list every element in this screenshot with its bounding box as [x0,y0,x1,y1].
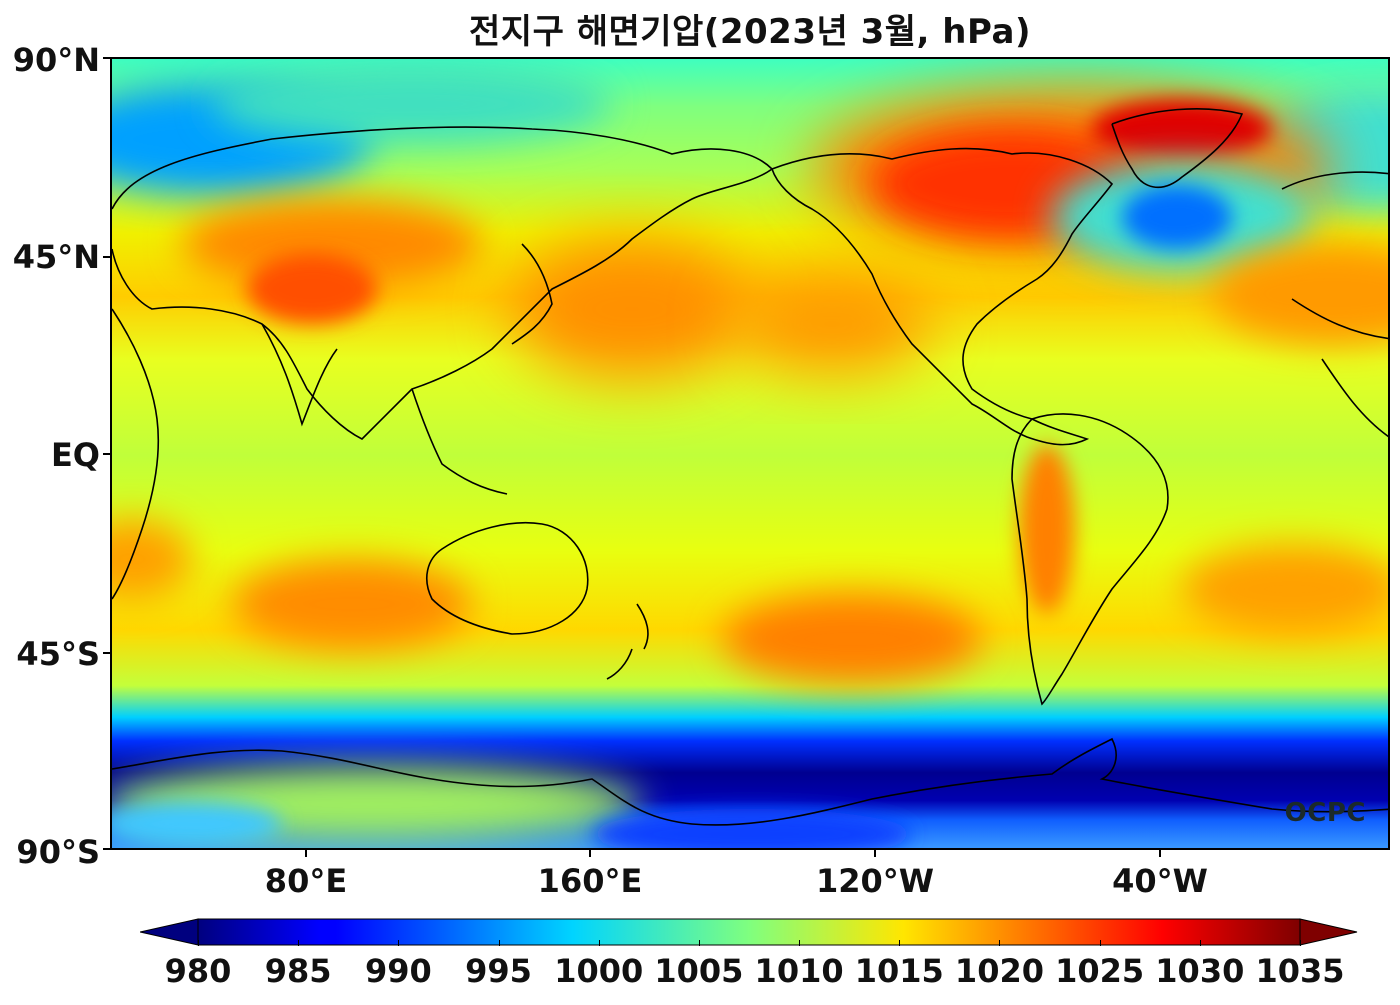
lat-tick-45n [103,256,110,258]
pressure-map: OCPC [110,57,1390,850]
lon-label-40w: 40°W [1112,862,1208,900]
coastlines [112,108,1388,826]
lat-label-45n: 45°N [12,238,100,276]
colorbar-tick [598,940,600,946]
map-title: 전지구 해면기압(2023년 3월, hPa) [469,12,1031,52]
colorbar-tick-label: 1030 [1155,952,1245,990]
lat-label-eq: EQ [50,436,100,474]
colorbar-extend-low [140,918,199,946]
colorbar-tick [1300,940,1301,946]
colorbar-tick [398,940,400,946]
colorbar-tick [799,940,801,946]
lon-label-80e: 80°E [264,862,348,900]
colorbar-tick [1199,940,1201,946]
colorbar [140,918,1358,946]
lon-label-120w: 120°W [815,862,935,900]
pressure-field [112,59,1388,848]
lat-label-90s: 90°S [16,833,100,871]
lat-tick-45s [103,652,110,654]
ocpc-watermark: OCPC [1284,798,1366,828]
colorbar-tick-label: 1025 [1055,952,1145,990]
colorbar-tick-label: 1010 [754,952,844,990]
lon-label-160e: 160°E [537,862,643,900]
colorbar-tick [498,940,500,946]
colorbar-gradient [197,918,1301,946]
lon-tick-120w [874,850,876,857]
lat-label-45s: 45°S [16,635,100,673]
colorbar-tick [198,940,199,946]
colorbar-tick [999,940,1001,946]
colorbar-tick-label: 1000 [554,952,644,990]
colorbar-tick [1099,940,1101,946]
colorbar-tick [899,940,901,946]
colorbar-tick-label: 985 [264,952,332,990]
colorbar-tick-label: 995 [465,952,532,990]
lat-tick-eq [103,453,110,455]
colorbar-tick [698,940,700,946]
lon-tick-40w [1159,850,1161,857]
colorbar-tick-label: 1015 [854,952,944,990]
colorbar-tick-label: 1020 [954,952,1044,990]
colorbar-tick-label: 1035 [1255,952,1345,990]
colorbar-tick-label: 1005 [654,952,744,990]
lat-tick-90n [103,57,110,59]
lat-tick-90s [103,848,110,850]
colorbar-extend-high [1299,918,1358,946]
lon-tick-80e [305,850,307,857]
colorbar-tick-label: 990 [364,952,432,990]
colorbar-tick-label: 980 [164,952,232,990]
colorbar-tick [298,940,300,946]
lat-label-90n: 90°N [12,41,100,79]
lon-tick-160e [589,850,591,857]
